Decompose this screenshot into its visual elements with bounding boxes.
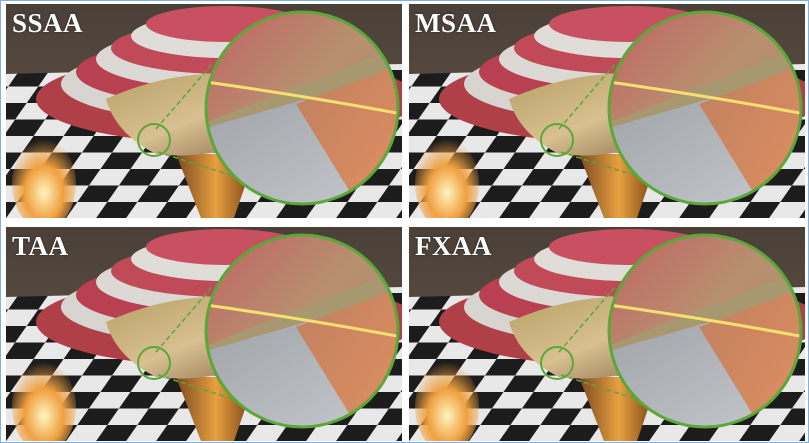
taa-label: TAA [12,231,69,261]
msaa-panel: MSAA [409,4,805,218]
fxaa-panel: FXAA [409,227,805,441]
ssaa-panel: SSAA [6,4,402,218]
msaa-label: MSAA [415,8,497,38]
ssaa-label: SSAA [12,8,84,38]
fxaa-label: FXAA [415,231,492,261]
taa-panel: TAA [6,227,402,441]
